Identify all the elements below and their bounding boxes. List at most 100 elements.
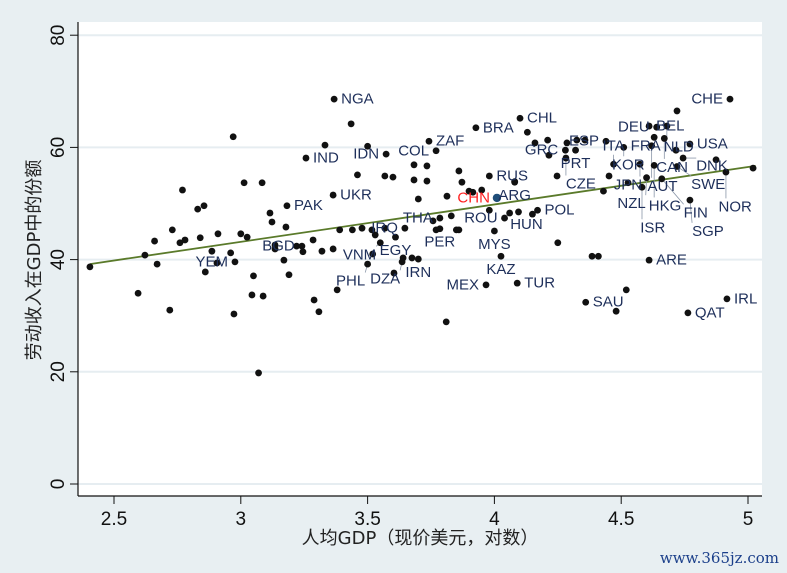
data-point	[299, 248, 307, 256]
point-label-are: ARE	[656, 252, 687, 269]
data-point-tur	[513, 279, 521, 287]
data-point-qat	[684, 309, 692, 317]
data-point-pol	[534, 206, 541, 214]
point-label-col: COL	[398, 142, 429, 159]
data-point	[545, 151, 553, 159]
data-point-kaz	[497, 252, 505, 260]
data-point-chn	[492, 193, 502, 203]
data-point-kor	[620, 144, 628, 151]
data-point	[329, 245, 337, 253]
data-point	[588, 252, 596, 260]
point-label-bgd: BGD	[262, 238, 295, 255]
label-leader-line	[661, 178, 684, 205]
data-point-zaf	[425, 137, 433, 145]
data-point	[333, 286, 341, 294]
data-point	[485, 206, 493, 214]
point-label-vnm: VNM	[343, 246, 376, 263]
data-point	[612, 307, 620, 315]
point-label-usa: USA	[697, 136, 728, 153]
data-point	[348, 226, 356, 234]
point-label-chl: CHL	[527, 110, 557, 127]
data-point	[672, 146, 680, 154]
data-point	[423, 177, 431, 185]
data-point	[381, 224, 389, 232]
data-point-are	[645, 256, 653, 264]
point-label-ita: ITA	[602, 138, 624, 155]
data-point	[455, 226, 463, 234]
data-point-nga	[330, 95, 338, 103]
x-tick-label: 3	[236, 509, 247, 530]
point-label-mys: MYS	[478, 236, 511, 253]
data-point	[443, 192, 451, 200]
data-point-hkg	[650, 161, 658, 169]
data-point	[248, 291, 256, 299]
point-label-irq: IRQ	[371, 220, 398, 237]
x-tick-label: 5	[743, 509, 754, 530]
point-label-ind: IND	[313, 150, 339, 167]
data-point	[176, 239, 184, 247]
point-label-nga: NGA	[341, 91, 374, 108]
y-tick-label: 0	[48, 479, 69, 490]
x-tick-label: 3.5	[354, 509, 380, 530]
data-point	[230, 310, 238, 318]
data-point-rou	[501, 214, 508, 222]
data-point-per	[436, 225, 444, 233]
data-point	[255, 369, 262, 377]
data-point	[447, 212, 455, 220]
data-point	[336, 226, 344, 234]
data-point	[531, 139, 539, 147]
data-point-dza	[398, 258, 406, 266]
data-point	[408, 254, 416, 262]
fit-line	[89, 165, 756, 265]
data-point-irl	[723, 295, 731, 303]
data-point	[429, 217, 437, 225]
data-point-che	[726, 95, 734, 103]
data-point-irq	[401, 224, 409, 232]
data-point-vnm	[376, 239, 384, 247]
data-point	[280, 256, 288, 264]
point-label-pol: POL	[545, 202, 575, 219]
data-point-idn	[382, 150, 390, 158]
data-point	[266, 209, 274, 217]
data-point	[573, 136, 581, 144]
points-group	[86, 95, 757, 377]
data-point	[600, 187, 607, 195]
point-label-cze: CZE	[566, 176, 596, 193]
data-point	[243, 233, 251, 241]
data-point	[268, 218, 276, 226]
point-label-fin: FIN	[684, 204, 708, 221]
point-label-arg: ARG	[498, 187, 531, 204]
data-point	[749, 164, 757, 172]
axis-ticks: 0 20 40 60 80 2.5 3 3.5 4 4.5 5	[48, 25, 753, 530]
point-label-prt: PRT	[561, 155, 591, 172]
data-point	[134, 289, 142, 297]
data-point	[282, 223, 290, 231]
data-point	[410, 161, 418, 169]
x-tick-label: 4.5	[608, 509, 634, 530]
data-point-mex	[482, 281, 490, 289]
y-axis-title: 劳动收入在GDP中的份额	[24, 160, 45, 361]
data-point-aut	[648, 142, 656, 150]
data-point	[358, 224, 366, 232]
data-point	[594, 252, 602, 260]
data-point-swe	[673, 163, 681, 170]
point-label-nor: NOR	[719, 198, 753, 215]
point-label-pak: PAK	[294, 197, 323, 214]
data-point	[227, 249, 235, 257]
point-label-nzl: NZL	[617, 195, 645, 212]
data-point	[315, 308, 323, 316]
point-label-nld: NLD	[664, 138, 694, 155]
point-label-tha: THA	[403, 210, 433, 227]
point-label-qat: QAT	[695, 304, 725, 321]
point-label-bel: BEL	[656, 118, 684, 135]
data-point	[523, 128, 531, 136]
point-label-rus: RUS	[496, 168, 528, 185]
data-point-fra	[650, 133, 658, 141]
point-label-zaf: ZAF	[436, 133, 464, 150]
data-point-nzl	[643, 174, 650, 182]
point-label-irl: IRL	[734, 290, 757, 307]
point-label-mex: MEX	[447, 276, 480, 293]
data-point-phl	[364, 260, 371, 268]
